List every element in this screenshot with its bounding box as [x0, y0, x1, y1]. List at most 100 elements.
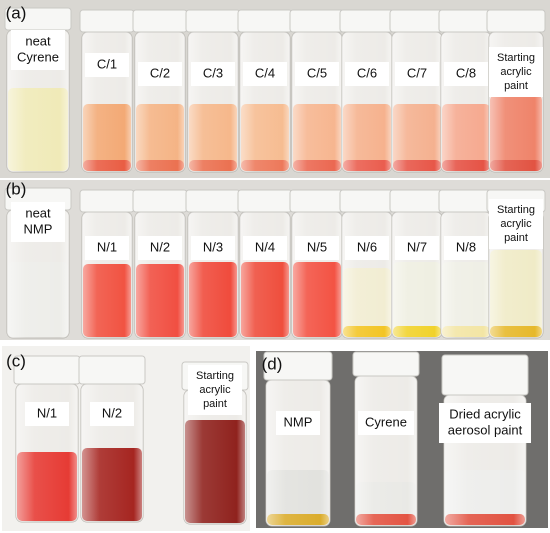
vial-label: aerosol paint [448, 422, 523, 437]
cap [185, 189, 241, 213]
cap [438, 9, 494, 33]
label-box [439, 403, 531, 443]
vial-label: C/2 [150, 65, 170, 80]
label-box [85, 53, 129, 77]
glass-shine [292, 212, 342, 338]
cap [339, 189, 395, 213]
vial-label: paint [504, 80, 528, 92]
vial-label: Dried acrylic [449, 406, 521, 421]
vial-label: C/7 [407, 65, 427, 80]
label-box [444, 62, 488, 86]
label-box [489, 199, 543, 249]
vial-label: neat [25, 33, 51, 48]
cap [185, 9, 241, 33]
panel-tag: (a) [6, 3, 27, 22]
glass-shine [82, 212, 132, 338]
glass-shine [266, 380, 330, 526]
label-box [25, 402, 69, 426]
glass-shine [342, 212, 392, 338]
label-box [243, 236, 287, 260]
glass-shine [188, 32, 238, 172]
vial-label: C/8 [456, 65, 476, 80]
cap [389, 9, 445, 33]
label-box [138, 236, 182, 260]
label-box [345, 236, 389, 260]
glass-shine [392, 32, 442, 172]
vial-label: C/4 [255, 65, 275, 80]
glass-shine [342, 32, 392, 172]
panel-tag: (c) [6, 351, 26, 370]
label-box [295, 62, 339, 86]
cap [263, 351, 333, 381]
vial-label: paint [504, 232, 528, 244]
cap [237, 189, 293, 213]
vial-label: N/3 [203, 239, 223, 254]
vial-label: N/1 [97, 239, 117, 254]
vial-label: Cyrene [17, 49, 59, 64]
cap [132, 9, 188, 33]
label-box [444, 236, 488, 260]
glass-shine [292, 32, 342, 172]
glass-shine [441, 212, 491, 338]
cap [389, 189, 445, 213]
vial-label: C/5 [307, 65, 327, 80]
cap [441, 354, 529, 396]
vial-label: NMP [284, 414, 313, 429]
label-box [191, 236, 235, 260]
cap [486, 9, 546, 33]
cap [132, 189, 188, 213]
vial-label: Starting [497, 52, 535, 64]
label-box [276, 411, 320, 435]
vial-label: N/8 [456, 239, 476, 254]
label-box [295, 236, 339, 260]
vial-label: N/2 [150, 239, 170, 254]
vial-label: N/6 [357, 239, 377, 254]
vial-label: N/4 [255, 239, 275, 254]
label-box [90, 402, 134, 426]
label-box [395, 62, 439, 86]
vial-label: C/1 [97, 56, 117, 71]
glass-shine [184, 390, 246, 524]
vial-label: acrylic [500, 66, 532, 78]
glass-shine [392, 212, 442, 338]
label-box [188, 365, 242, 415]
panel-tag: (b) [6, 179, 27, 198]
glass-shine [135, 212, 185, 338]
cap [78, 355, 146, 385]
vial-label: acrylic [199, 384, 231, 396]
vial-label: NMP [24, 221, 53, 236]
vial-label: N/2 [102, 405, 122, 420]
label-box [489, 47, 543, 97]
label-box [138, 62, 182, 86]
label-box [345, 62, 389, 86]
glass-shine [441, 32, 491, 172]
glass-shine [355, 376, 417, 526]
vial-label: Starting [497, 204, 535, 216]
vial-label: Cyrene [365, 414, 407, 429]
glass-shine [240, 32, 290, 172]
label-box [243, 62, 287, 86]
label-box [11, 30, 65, 70]
glass-shine [135, 32, 185, 172]
vial-label: C/3 [203, 65, 223, 80]
cap [237, 9, 293, 33]
glass-shine [240, 212, 290, 338]
cap [289, 9, 345, 33]
label-box [395, 236, 439, 260]
vial-label: N/1 [37, 405, 57, 420]
cap [79, 9, 135, 33]
label-box [191, 62, 235, 86]
cap [352, 351, 420, 377]
panel-tag: (d) [262, 354, 283, 373]
vial-label: N/7 [407, 239, 427, 254]
vial-label: Starting [196, 370, 234, 382]
vial-label: acrylic [500, 218, 532, 230]
cap [289, 189, 345, 213]
vial-label: N/5 [307, 239, 327, 254]
cap [438, 189, 494, 213]
vial-label: neat [25, 205, 51, 220]
vial-label: C/6 [357, 65, 377, 80]
glass-shine [188, 212, 238, 338]
label-box [358, 411, 414, 435]
